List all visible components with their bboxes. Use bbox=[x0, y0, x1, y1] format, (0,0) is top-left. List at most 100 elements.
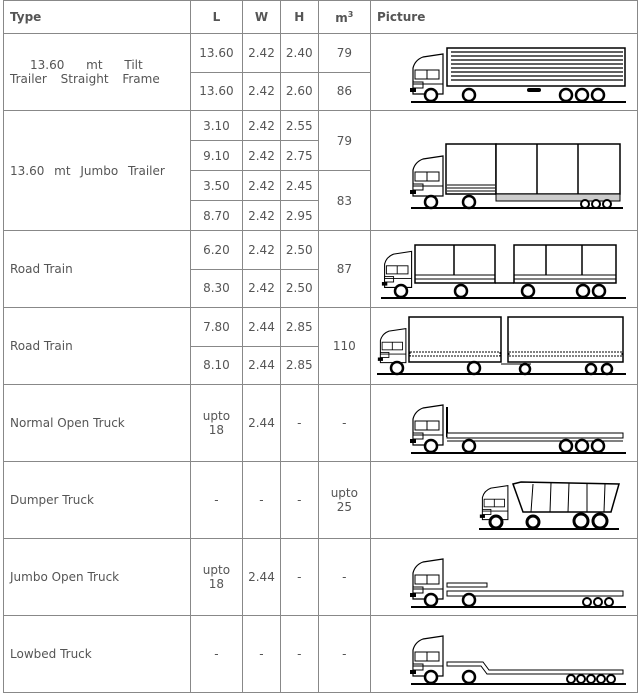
height-cell: 2.55 bbox=[279, 110, 319, 141]
length-cell: 13.60 bbox=[189, 71, 244, 111]
dumper-truck-icon bbox=[478, 481, 620, 530]
type-cell: 13.60 mt Tilt Trailer Straight Frame bbox=[3, 33, 191, 111]
type-line2: Trailer Straight Frame bbox=[10, 72, 160, 86]
lowbed-truck-icon bbox=[409, 635, 626, 685]
type-cell: Road Train bbox=[3, 230, 191, 308]
table-row: Normal Open Truck upto 18 2.44 - - bbox=[3, 384, 638, 462]
width-cell: 2.42 bbox=[242, 33, 281, 73]
height-cell: 2.95 bbox=[279, 200, 319, 231]
table-row: 3.50 2.42 2.45 83 bbox=[4, 170, 638, 231]
header-row: Type L W H m3 Picture bbox=[3, 0, 638, 34]
header-type: Type bbox=[3, 0, 191, 34]
table-row: Lowbed Truck - - - - bbox=[3, 615, 638, 693]
volume-cell: 86 bbox=[317, 71, 371, 111]
height-cell: - bbox=[279, 615, 319, 693]
height-cell: 2.60 bbox=[279, 71, 319, 111]
width-cell: 2.42 bbox=[242, 71, 281, 111]
width-cell: 2.44 bbox=[242, 345, 281, 385]
volume-cell: 87 bbox=[317, 230, 371, 308]
table-row: Dumper Truck - - - upto 25 bbox=[3, 461, 638, 539]
road-train-truck-icon bbox=[380, 244, 626, 299]
height-cell: 2.50 bbox=[279, 268, 319, 308]
height-cell: 2.50 bbox=[279, 230, 319, 270]
height-cell: 2.85 bbox=[279, 307, 319, 347]
width-cell: 2.44 bbox=[242, 307, 281, 347]
table-row: 13.60 mt Tilt Trailer Straight Frame 13.… bbox=[3, 33, 638, 111]
width-cell: - bbox=[242, 461, 281, 539]
picture-cell bbox=[369, 461, 638, 539]
width-cell: - bbox=[242, 615, 281, 693]
picture-cell bbox=[369, 110, 638, 231]
road-train-curtain-truck-icon bbox=[376, 316, 626, 376]
table-row: 9.10 2.42 2.75 bbox=[4, 140, 638, 171]
volume-cell: - bbox=[317, 384, 371, 462]
width-cell: 2.42 bbox=[242, 200, 281, 231]
table-row: Road Train 7.80 2.44 2.85 110 bbox=[3, 307, 638, 385]
width-cell: 2.42 bbox=[242, 170, 281, 201]
tilt-trailer-truck-icon bbox=[409, 47, 626, 103]
width-cell: 2.42 bbox=[242, 140, 281, 171]
width-cell: 2.44 bbox=[242, 538, 281, 616]
header-height: H bbox=[279, 0, 319, 34]
length-cell: 8.10 bbox=[189, 345, 244, 385]
length-cell: upto 18 bbox=[189, 538, 244, 616]
length-cell: 8.30 bbox=[189, 268, 244, 308]
volume-cell: upto 25 bbox=[317, 461, 371, 539]
length-cell: 6.20 bbox=[189, 230, 244, 270]
volume-cell: 83 bbox=[317, 170, 371, 231]
height-cell: 2.85 bbox=[279, 345, 319, 385]
width-cell: 2.42 bbox=[242, 110, 281, 141]
length-cell: 8.70 bbox=[189, 200, 244, 231]
type-cell: Jumbo Open Truck bbox=[3, 538, 191, 616]
header-volume-sup: 3 bbox=[347, 9, 354, 19]
picture-cell bbox=[369, 307, 638, 385]
picture-cell bbox=[369, 33, 638, 111]
volume-cell: 110 bbox=[317, 307, 371, 385]
width-cell: 2.42 bbox=[242, 230, 281, 270]
length-cell: 9.10 bbox=[189, 140, 244, 171]
height-cell: 2.45 bbox=[279, 170, 319, 201]
picture-cell bbox=[369, 384, 638, 462]
height-cell: 2.75 bbox=[279, 140, 319, 171]
header-length: L bbox=[189, 0, 244, 34]
picture-cell bbox=[369, 615, 638, 693]
type-cell: Dumper Truck bbox=[3, 461, 191, 539]
type-cell: 13.60 mt Jumbo Trailer bbox=[3, 110, 191, 231]
type-cell: Lowbed Truck bbox=[3, 615, 191, 693]
type-cell: Normal Open Truck bbox=[3, 384, 191, 462]
table-row: 13.60 mt Jumbo Trailer 3.10 2.42 2.55 79 bbox=[3, 110, 638, 231]
height-cell: - bbox=[279, 538, 319, 616]
length-cell: upto 18 bbox=[189, 384, 244, 462]
length-cell: - bbox=[189, 461, 244, 539]
table-row: 8.70 2.42 2.95 bbox=[4, 200, 638, 231]
length-cell: 3.50 bbox=[189, 170, 244, 201]
length-cell: 7.80 bbox=[189, 307, 244, 347]
height-cell: 2.40 bbox=[279, 33, 319, 73]
height-cell: - bbox=[279, 384, 319, 462]
length-cell: 13.60 bbox=[189, 33, 244, 73]
length-cell: - bbox=[189, 615, 244, 693]
volume-cell: 79 bbox=[317, 110, 371, 171]
header-picture: Picture bbox=[369, 0, 638, 34]
open-truck-icon bbox=[409, 404, 626, 454]
width-cell: 2.42 bbox=[242, 268, 281, 308]
header-width: W bbox=[242, 0, 281, 34]
picture-cell bbox=[369, 538, 638, 616]
picture-cell bbox=[369, 230, 638, 308]
volume-cell: - bbox=[317, 615, 371, 693]
height-cell: - bbox=[279, 461, 319, 539]
width-cell: 2.44 bbox=[242, 384, 281, 462]
truck-spec-table: Type L W H m3 Picture 13.60 mt Tilt Trai… bbox=[3, 0, 638, 693]
volume-cell: - bbox=[317, 538, 371, 616]
volume-cell: 79 bbox=[317, 33, 371, 73]
table-row: Road Train 6.20 2.42 2.50 87 bbox=[3, 230, 638, 308]
table-row: Jumbo Open Truck upto 18 2.44 - - bbox=[3, 538, 638, 616]
header-volume: m3 bbox=[317, 0, 371, 34]
type-line1: 13.60 mt Tilt bbox=[30, 58, 143, 72]
length-cell: 3.10 bbox=[189, 110, 244, 141]
header-volume-unit: m bbox=[335, 10, 348, 25]
jumbo-trailer-truck-icon bbox=[409, 143, 623, 210]
table-row: 13.60 2.42 2.60 86 bbox=[4, 71, 638, 111]
jumbo-open-truck-icon bbox=[409, 558, 626, 608]
type-cell: Road Train bbox=[3, 307, 191, 385]
